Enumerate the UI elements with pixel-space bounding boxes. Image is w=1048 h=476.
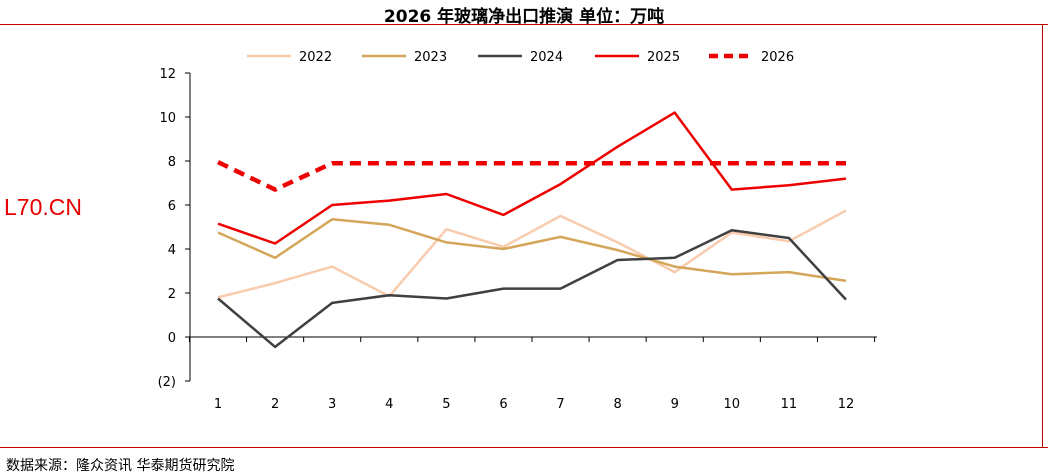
chart-legend: 2022 2023 2024 2025 2026 bbox=[247, 50, 794, 65]
y-tick-label: 6 bbox=[168, 199, 176, 214]
x-tick-label: 9 bbox=[671, 397, 679, 412]
y-tick-label: (2) bbox=[158, 375, 176, 390]
y-tick-label: 0 bbox=[168, 331, 176, 346]
x-tick-label: 7 bbox=[556, 397, 564, 412]
y-tick-label: 4 bbox=[168, 243, 176, 258]
legend-label-2024: 2024 bbox=[530, 50, 563, 65]
legend-label-2026: 2026 bbox=[761, 50, 794, 65]
legend-label-2023: 2023 bbox=[414, 50, 447, 65]
y-tick-label: 10 bbox=[159, 111, 176, 126]
watermark-text: L70.CN bbox=[4, 194, 82, 220]
x-tick-label: 5 bbox=[442, 397, 450, 412]
x-tick-label: 8 bbox=[613, 397, 621, 412]
series-line-2024 bbox=[217, 229, 847, 349]
series-line-2023 bbox=[217, 218, 847, 283]
x-tick-label: 1 bbox=[214, 397, 222, 412]
y-tick-label: 8 bbox=[168, 155, 176, 170]
x-tick-label: 10 bbox=[724, 397, 741, 412]
x-tick-label: 3 bbox=[328, 397, 336, 412]
series-line-2025 bbox=[217, 111, 847, 245]
right-divider bbox=[1042, 24, 1043, 448]
chart-series-lines bbox=[217, 111, 847, 349]
y-tick-label: 12 bbox=[159, 67, 176, 82]
legend-label-2022: 2022 bbox=[299, 50, 332, 65]
x-tick-label: 2 bbox=[271, 397, 279, 412]
x-tick-label: 4 bbox=[385, 397, 393, 412]
x-tick-label: 11 bbox=[781, 397, 798, 412]
chart-title: 2026 年玻璃净出口推演 单位：万吨 bbox=[383, 7, 665, 27]
x-tick-label: 6 bbox=[499, 397, 507, 412]
series-line-2026 bbox=[217, 160, 846, 192]
x-tick-label: 12 bbox=[838, 397, 855, 412]
y-tick-label: 2 bbox=[168, 287, 176, 302]
legend-label-2025: 2025 bbox=[647, 50, 680, 65]
series-line-2022 bbox=[217, 209, 847, 299]
bottom-divider bbox=[0, 447, 1048, 448]
source-note: 数据来源：隆众资讯 华泰期货研究院 bbox=[6, 458, 235, 474]
top-divider bbox=[0, 24, 1048, 25]
